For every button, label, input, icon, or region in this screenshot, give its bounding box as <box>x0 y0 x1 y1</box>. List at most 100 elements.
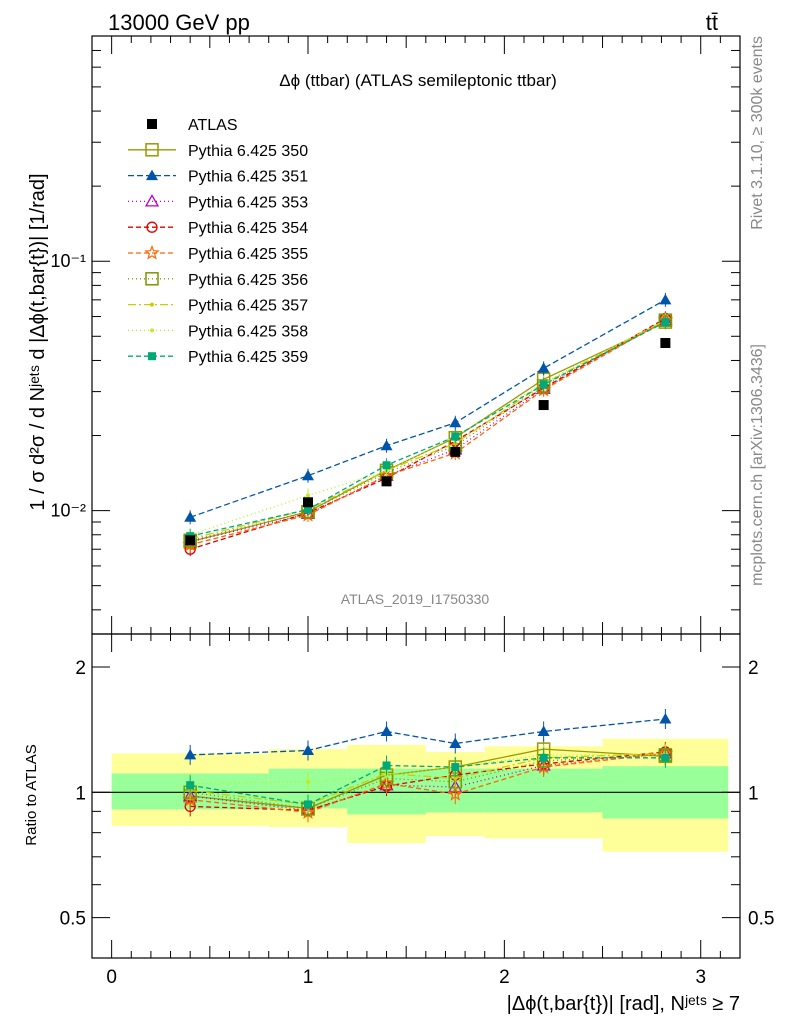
rivet-label: Rivet 3.1.10, ≥ 300k events <box>749 36 766 230</box>
data-point <box>380 439 393 451</box>
atlas-data <box>185 337 671 546</box>
data-point <box>539 380 548 389</box>
x-tick-label: 2 <box>499 967 510 988</box>
x-tick-label: 1 <box>303 967 314 988</box>
ratio-point <box>537 725 550 736</box>
data-point <box>184 511 197 522</box>
legend-marker <box>145 272 159 286</box>
atlas-point <box>381 476 392 487</box>
watermark: ATLAS_2019_I1750330 <box>341 591 490 607</box>
ratio-y-tick-label: 1 <box>75 783 86 804</box>
series-6 <box>188 313 668 546</box>
ratio-series-1 <box>184 708 672 765</box>
ratio-y-tick-label-right: 1 <box>748 783 759 804</box>
atlas-point <box>660 337 671 348</box>
atlas-point <box>185 535 196 546</box>
data-point <box>306 493 310 498</box>
legend-label: Pythia 6.425 354 <box>188 220 308 237</box>
legend-label: Pythia 6.425 351 <box>188 169 308 186</box>
atlas-point <box>538 400 549 411</box>
ratio-line-4 <box>190 752 666 814</box>
legend-item-6: Pythia 6.425 357 <box>128 298 308 315</box>
ratio-point <box>659 712 672 724</box>
data-point <box>659 293 672 305</box>
ratio-line-8 <box>190 757 666 806</box>
main-series-group <box>182 292 674 557</box>
ratio-frame <box>91 633 741 959</box>
ratio-y-tick-label: 2 <box>75 658 86 679</box>
legend-item-1: Pythia 6.425 351 <box>128 169 308 186</box>
legend-item-data: ATLAS <box>147 117 238 134</box>
ratio-line-0 <box>190 748 666 810</box>
data-point <box>449 416 462 428</box>
data-point <box>382 461 391 470</box>
ratio-point <box>539 753 548 762</box>
data-point <box>451 432 460 441</box>
legend-item-3: Pythia 6.425 354 <box>128 220 308 237</box>
series-7 <box>188 313 668 542</box>
legend-label: Pythia 6.425 359 <box>188 349 308 366</box>
ratio-point <box>184 748 197 760</box>
data-point <box>304 505 312 514</box>
data-point <box>302 469 314 481</box>
legend: ATLAS Pythia 6.425 350 Pythia 6.425 351 Pyt… <box>128 117 308 366</box>
mcplots-label: mcplots.cern.ch [arXiv:1306.3436] <box>749 344 766 586</box>
ratio-point <box>306 779 310 784</box>
main-y-axis-label: 1 / σ d²σ / d Nʲᵉᵗˢ d |Δϕ(t,bar{t})| [1/… <box>27 173 49 510</box>
legend-marker <box>144 194 160 207</box>
series-line-2 <box>190 319 666 543</box>
legend-label: Pythia 6.425 358 <box>188 323 308 340</box>
ratio-point <box>302 744 314 756</box>
ratio-point <box>380 725 393 736</box>
process-label: tt̄ <box>706 10 718 35</box>
series-1 <box>184 292 672 525</box>
ratio-point <box>451 763 460 772</box>
legend-item-4: Pythia 6.425 355 <box>128 244 308 263</box>
legend-marker <box>150 302 154 307</box>
legend-label: Pythia 6.425 355 <box>188 246 308 263</box>
legend-label: ATLAS <box>188 117 238 134</box>
ratio-axes: 0.5 0.5 1 1 2 2 0 1 2 3 <box>60 633 774 988</box>
series-3 <box>184 311 672 557</box>
ratio-line-1 <box>190 718 666 756</box>
legend-item-8: Pythia 6.425 359 <box>128 349 308 366</box>
ratio-line-6 <box>190 752 666 806</box>
legend-marker <box>145 143 159 157</box>
y-tick-label: 10⁻² <box>50 501 86 521</box>
data-point <box>661 318 670 327</box>
series-line-5 <box>190 319 666 541</box>
x-tick-label: 0 <box>106 967 117 988</box>
ratio-series-group <box>182 708 674 823</box>
ratio-point <box>449 737 462 748</box>
legend-item-0: Pythia 6.425 350 <box>128 143 308 160</box>
legend-marker <box>150 328 154 333</box>
main-plot-title: Δϕ (ttbar) (ATLAS semileptonic ttbar) <box>279 71 557 90</box>
legend-label: Pythia 6.425 350 <box>188 143 308 160</box>
legend-item-5: Pythia 6.425 356 <box>128 272 308 289</box>
ratio-y-tick-label: 0.5 <box>60 909 86 930</box>
legend-marker <box>147 119 157 129</box>
ratio-point <box>382 761 391 770</box>
legend-label: Pythia 6.425 357 <box>188 298 308 315</box>
y-tick-label: 10⁻¹ <box>50 251 86 271</box>
legend-item-2: Pythia 6.425 353 <box>128 194 308 211</box>
ratio-series-8 <box>186 747 670 815</box>
atlas-point <box>303 497 313 508</box>
series-line-1 <box>189 299 666 518</box>
legend-marker <box>146 169 158 181</box>
data-point <box>537 362 550 373</box>
ratio-y-axis-label: Ratio to ATLAS <box>23 744 40 845</box>
legend-label: Pythia 6.425 356 <box>188 272 308 289</box>
x-axis-label: |Δϕ(t,bar{t})| [rad], Nʲᵉᵗˢ ≥ 7 <box>507 993 740 1015</box>
legend-item-7: Pythia 6.425 358 <box>128 323 308 340</box>
legend-label: Pythia 6.425 353 <box>188 194 308 211</box>
legend-marker <box>144 244 160 260</box>
ratio-y-tick-label-right: 0.5 <box>748 909 774 930</box>
ratio-point <box>304 800 312 809</box>
ratio-bands <box>92 738 740 852</box>
series-line-3 <box>190 317 666 550</box>
ratio-point <box>661 753 670 762</box>
legend-marker <box>148 352 156 361</box>
series-line-7 <box>189 319 666 536</box>
